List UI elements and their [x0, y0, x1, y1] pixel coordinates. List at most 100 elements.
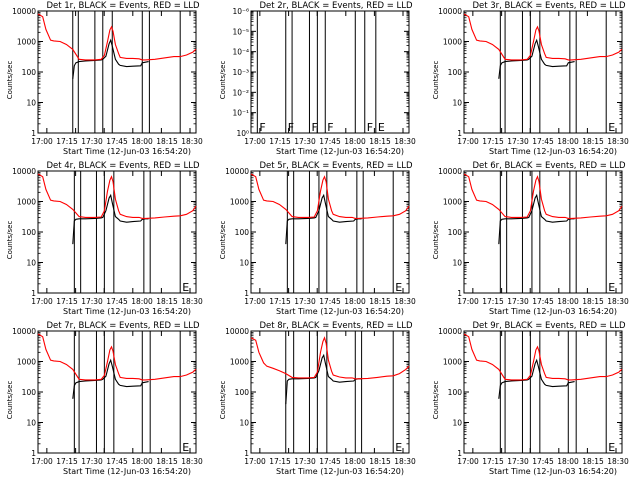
x-axis-label: Start Time (12-Jun-03 16:54:20): [489, 307, 617, 316]
y-tick-label: 1000: [17, 38, 36, 47]
x-tick-label: 17:45: [319, 457, 341, 466]
panel-title: Det 8r, BLACK = Events, RED = LLD: [259, 321, 413, 331]
x-tick-label: 17:00: [457, 457, 479, 466]
y-tick-label: 1000: [443, 358, 462, 367]
y-tick-label: 10: [452, 259, 462, 268]
x-tick-label: 18:00: [344, 297, 366, 306]
x-tick-label: 18:30: [181, 297, 203, 306]
x-axis-label: Start Time (12-Jun-03 16:54:20): [276, 147, 404, 156]
y-axis-label: Counts/sec: [6, 221, 14, 260]
x-tick-label: 18:15: [369, 297, 391, 306]
series-events-line: [498, 358, 575, 399]
y-tick-label: 10: [239, 259, 249, 268]
series-events-line: [285, 193, 362, 245]
x-tick-label: 17:45: [532, 297, 554, 306]
series-events-line: [285, 353, 362, 405]
x-tick-label: 17:00: [31, 297, 53, 306]
y-tick-label: 1: [457, 449, 462, 458]
plot-frame: [250, 10, 410, 134]
series-events-line: [72, 193, 149, 245]
plot-frame: [250, 170, 410, 294]
x-tick-label: 18:30: [607, 457, 629, 466]
x-tick-label: 17:15: [482, 297, 504, 306]
series-events-line: [498, 193, 575, 245]
y-tick-label: 10⁻⁴: [232, 48, 249, 57]
x-tick-label: 18:15: [582, 297, 604, 306]
x-tick-label: 18:15: [582, 457, 604, 466]
y-tick-label: 1: [31, 449, 36, 458]
y-tick-label: 10: [239, 419, 249, 428]
series-events-line: [498, 38, 575, 79]
x-tick-label: 17:00: [244, 457, 266, 466]
y-tick-label: 100: [448, 228, 463, 237]
series-lld-line: [463, 333, 623, 381]
y-tick-label: 100: [448, 388, 463, 397]
y-tick-label: 10000: [225, 167, 249, 176]
event-marker-label: E: [182, 281, 189, 294]
y-tick-label: 10000: [438, 167, 462, 176]
x-tick-label: 17:45: [319, 137, 341, 146]
x-tick-label: 18:00: [557, 297, 579, 306]
panel-title: Det 5r, BLACK = Events, RED = LLD: [259, 161, 413, 171]
x-tick-label: 18:00: [557, 137, 579, 146]
y-tick-label: 10000: [12, 167, 36, 176]
panel-6: Det 6r, BLACK = Events, RED = LLD Counts/…: [432, 161, 629, 316]
panel-3: Det 3r, BLACK = Events, RED = LLD Counts/…: [432, 1, 629, 156]
series-lld-line: [37, 13, 197, 61]
y-axis-label: Counts/sec: [219, 221, 227, 260]
x-tick-label: 18:30: [394, 137, 416, 146]
x-tick-label: 17:15: [56, 457, 78, 466]
series-lld-line: [250, 173, 410, 219]
x-tick-label: 17:30: [507, 137, 529, 146]
x-tick-label: 18:30: [607, 137, 629, 146]
plot-frame: [37, 10, 197, 134]
y-tick-label: 1: [31, 289, 36, 298]
x-tick-label: 18:30: [607, 297, 629, 306]
y-tick-label: 1: [244, 449, 249, 458]
x-axis-label: Start Time (12-Jun-03 16:54:20): [63, 467, 191, 476]
panel-title: Det 3r, BLACK = Events, RED = LLD: [472, 1, 626, 11]
y-tick-label: 1000: [230, 198, 249, 207]
plot-frame: [463, 170, 623, 294]
plot-frame: [463, 10, 623, 134]
series-lld-line: [250, 336, 410, 380]
panel-9: Det 9r, BLACK = Events, RED = LLD Counts/…: [432, 321, 629, 476]
x-tick-label: 18:00: [131, 137, 153, 146]
y-tick-label: 1000: [230, 358, 249, 367]
x-tick-label: 18:15: [369, 457, 391, 466]
panel-2: Det 2r, BLACK = Events, RED = LLD Counts/…: [219, 1, 416, 156]
y-axis-label: Counts/sec: [6, 381, 14, 420]
y-tick-label: 100: [22, 388, 37, 397]
x-tick-label: 17:00: [31, 457, 53, 466]
x-tick-label: 18:30: [181, 457, 203, 466]
x-tick-label: 17:15: [269, 297, 291, 306]
y-tick-label: 10: [26, 419, 36, 428]
event-marker-label: E: [608, 281, 615, 294]
event-marker-label: E: [395, 441, 402, 454]
x-axis-label: Start Time (12-Jun-03 16:54:20): [489, 467, 617, 476]
event-marker-label: E: [378, 121, 385, 134]
x-tick-label: 17:45: [106, 457, 128, 466]
x-tick-label: 17:15: [482, 457, 504, 466]
y-tick-label: 1000: [17, 198, 36, 207]
x-tick-label: 17:30: [81, 137, 103, 146]
y-axis-label: Counts/sec: [432, 221, 440, 260]
y-tick-label: 100: [235, 388, 250, 397]
series-lld-line: [37, 333, 197, 381]
series-events-line: [72, 358, 149, 399]
x-tick-label: 18:30: [181, 137, 203, 146]
y-tick-label: 100: [235, 228, 250, 237]
series-lld-line: [463, 173, 623, 219]
panel-title: Det 7r, BLACK = Events, RED = LLD: [46, 321, 200, 331]
y-tick-label: 10: [452, 419, 462, 428]
y-tick-label: 10000: [12, 327, 36, 336]
x-tick-label: 18:00: [131, 297, 153, 306]
event-marker-label: E: [608, 121, 615, 134]
x-tick-label: 18:15: [156, 137, 178, 146]
event-marker-label: F: [259, 121, 265, 134]
y-tick-label: 10: [26, 259, 36, 268]
panel-8: Det 8r, BLACK = Events, RED = LLD Counts/…: [219, 321, 416, 476]
panel-4: Det 4r, BLACK = Events, RED = LLD Counts/…: [6, 161, 203, 316]
y-axis-label: Counts/sec: [432, 381, 440, 420]
